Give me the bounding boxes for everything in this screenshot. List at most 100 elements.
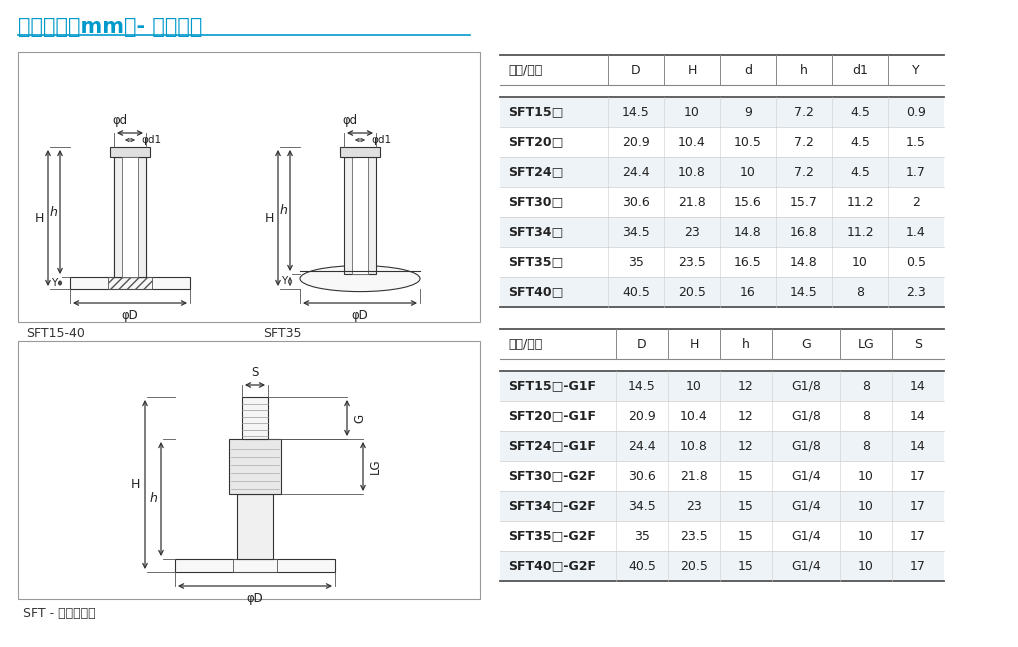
Text: SFT30□-G2F: SFT30□-G2F	[508, 470, 596, 483]
Text: 21.8: 21.8	[680, 470, 708, 483]
Ellipse shape	[300, 266, 420, 292]
Text: 23.5: 23.5	[678, 256, 705, 269]
Text: SFT15□: SFT15□	[508, 105, 563, 118]
Text: 34.5: 34.5	[628, 499, 656, 512]
Text: 24.4: 24.4	[622, 166, 649, 179]
Bar	[70, 277, 190, 289]
Text: D: D	[631, 63, 640, 76]
Text: 1.7: 1.7	[906, 166, 926, 179]
Text: 14: 14	[910, 410, 926, 422]
Text: 10: 10	[852, 256, 868, 269]
Bar	[500, 521, 944, 551]
Bar	[233, 559, 277, 572]
Text: SFT24□: SFT24□	[508, 166, 563, 179]
Text: φd: φd	[343, 114, 358, 127]
Text: h: h	[279, 204, 287, 217]
Bar	[108, 277, 152, 289]
Text: 1.4: 1.4	[906, 226, 926, 239]
Text: 型号/尺寸: 型号/尺寸	[508, 63, 543, 76]
Text: 14.5: 14.5	[628, 380, 656, 393]
Text: 21.8: 21.8	[678, 195, 705, 208]
Text: SFT15-40: SFT15-40	[26, 327, 84, 340]
Text: 14.5: 14.5	[622, 105, 649, 118]
Text: 尺寸规格（mm）- 单独吸盘: 尺寸规格（mm）- 单独吸盘	[18, 17, 203, 37]
Text: SFT20□-G1F: SFT20□-G1F	[508, 410, 596, 422]
Text: 10: 10	[858, 529, 873, 542]
Text: 12: 12	[738, 439, 754, 452]
Bar	[342, 274, 378, 287]
Bar	[237, 494, 273, 559]
Text: 15: 15	[738, 470, 754, 483]
Bar	[114, 157, 146, 277]
Text: φD: φD	[246, 592, 264, 605]
Text: d1: d1	[852, 63, 868, 76]
Text: LG: LG	[857, 338, 874, 351]
Text: 11.2: 11.2	[846, 195, 873, 208]
Bar	[110, 147, 150, 157]
Text: 8: 8	[856, 285, 864, 298]
Text: 8: 8	[862, 380, 870, 393]
Bar	[237, 494, 273, 559]
Text: SFT - 内螺纹连接: SFT - 内螺纹连接	[23, 607, 96, 620]
Text: 30.6: 30.6	[628, 470, 656, 483]
Text: 14.5: 14.5	[790, 285, 817, 298]
Text: h: h	[49, 206, 57, 219]
Text: H: H	[689, 338, 698, 351]
Text: 10.4: 10.4	[680, 410, 708, 422]
Bar	[122, 157, 138, 277]
Text: 14.8: 14.8	[790, 256, 817, 269]
Bar	[500, 217, 944, 247]
Text: 23: 23	[686, 499, 701, 512]
Text: 1.5: 1.5	[906, 135, 926, 149]
Text: 2: 2	[912, 195, 920, 208]
Bar	[500, 551, 944, 581]
Bar	[352, 157, 367, 274]
Bar	[500, 371, 944, 401]
Text: SFT34□-G2F: SFT34□-G2F	[508, 499, 596, 512]
Bar	[18, 52, 480, 322]
Text: 40.5: 40.5	[622, 285, 649, 298]
Bar	[500, 461, 944, 491]
Text: 15: 15	[738, 560, 754, 573]
Text: 17: 17	[910, 470, 926, 483]
Text: G1/4: G1/4	[791, 470, 821, 483]
Text: 8: 8	[862, 439, 870, 452]
Text: 24.4: 24.4	[628, 439, 656, 452]
Text: 20.9: 20.9	[622, 135, 649, 149]
Text: SFT35□: SFT35□	[508, 256, 563, 269]
Text: 4.5: 4.5	[850, 105, 870, 118]
Text: 23.5: 23.5	[680, 529, 708, 542]
Text: H: H	[35, 212, 44, 225]
Bar	[500, 491, 944, 521]
Bar	[500, 401, 944, 431]
Text: 17: 17	[910, 499, 926, 512]
Text: 14: 14	[910, 380, 926, 393]
Text: 15: 15	[738, 529, 754, 542]
Text: G: G	[353, 413, 366, 422]
Bar	[500, 187, 944, 217]
Text: SFT40□: SFT40□	[508, 285, 563, 298]
Text: G: G	[801, 338, 811, 351]
Text: SFT34□: SFT34□	[508, 226, 563, 239]
Text: 17: 17	[910, 529, 926, 542]
Bar	[114, 157, 146, 277]
Text: 16.5: 16.5	[734, 256, 761, 269]
Text: 7.2: 7.2	[794, 135, 814, 149]
Text: SFT15□-G1F: SFT15□-G1F	[508, 380, 596, 393]
Text: 20.9: 20.9	[628, 410, 656, 422]
Text: 17: 17	[910, 560, 926, 573]
Text: SFT30□: SFT30□	[508, 195, 563, 208]
Text: SFT35: SFT35	[263, 327, 301, 340]
Text: 12: 12	[738, 410, 754, 422]
Text: 15: 15	[738, 499, 754, 512]
Text: 10: 10	[684, 105, 700, 118]
Text: 4.5: 4.5	[850, 135, 870, 149]
Text: 7.2: 7.2	[794, 105, 814, 118]
Text: LG: LG	[369, 459, 382, 474]
Text: H: H	[265, 212, 274, 225]
Text: 10: 10	[740, 166, 756, 179]
Text: φd1: φd1	[142, 135, 161, 145]
Text: 11.2: 11.2	[846, 226, 873, 239]
Text: G1/8: G1/8	[791, 380, 821, 393]
Bar	[340, 147, 380, 157]
